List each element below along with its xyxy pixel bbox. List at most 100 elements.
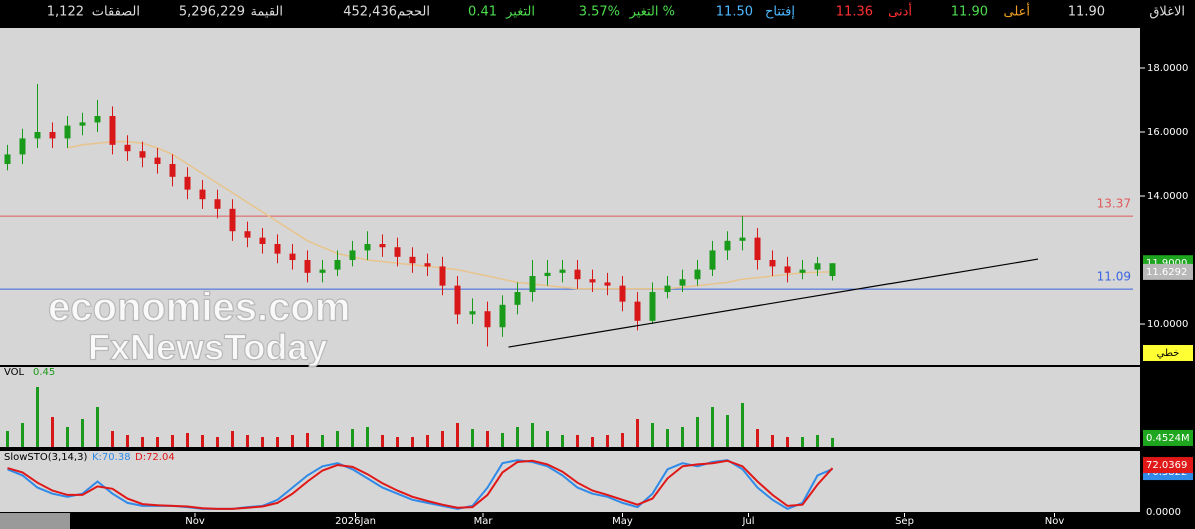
header-label: أدنى: [888, 3, 912, 20]
scale-mode: خطي: [1157, 348, 1180, 359]
header-value: 3.57%: [579, 5, 620, 20]
y-tick-label: 0.0000: [1146, 507, 1181, 518]
header-value: 11.90: [1068, 5, 1105, 20]
candle-body: [679, 279, 686, 286]
candle-body: [394, 247, 401, 257]
candle-body: [259, 237, 266, 245]
volume-bar: [246, 435, 249, 447]
volume-bar: [51, 417, 54, 447]
volume-bar: [816, 435, 819, 447]
scale-mode-box: [1143, 345, 1193, 361]
horizontal-line-label: 11.09: [1097, 270, 1131, 284]
candle-body: [244, 231, 251, 238]
x-tick-label: Jul: [741, 516, 754, 527]
volume-bar: [621, 433, 624, 447]
volume-bar: [186, 433, 189, 447]
candle-body: [484, 311, 491, 328]
volume-bar: [81, 419, 84, 447]
header-label: التغير %: [629, 5, 675, 20]
volume-bar: [711, 407, 714, 447]
candle-body: [559, 269, 566, 273]
candle-body: [619, 285, 626, 302]
candle-body: [229, 208, 236, 232]
candle-body: [319, 269, 326, 273]
stoch-line: [7, 459, 834, 510]
trendline: [508, 258, 1039, 348]
moving-average: [67, 140, 833, 290]
candle-body: [424, 263, 431, 267]
volume-bar: [351, 429, 354, 447]
volume-bar: [636, 419, 639, 447]
x-tick-label: 2026Jan: [335, 516, 376, 527]
x-tick-label: Sep: [895, 516, 914, 527]
panel-title-value: 0.45: [33, 367, 55, 378]
candle-body: [34, 132, 41, 139]
header-value: 452,436: [343, 5, 397, 20]
candle-body: [589, 279, 596, 283]
candle-body: [334, 260, 341, 270]
volume-bar: [576, 435, 579, 447]
volume-bar: [501, 433, 504, 447]
volume-bar: [666, 429, 669, 447]
volume-bar: [516, 427, 519, 447]
volume-panel: [0, 367, 1140, 447]
volume-bar: [531, 423, 534, 447]
volume-bar: [396, 437, 399, 447]
volume-bar: [771, 435, 774, 447]
volume-bar: [696, 417, 699, 447]
candle-body: [304, 260, 311, 273]
candle-body: [574, 269, 581, 280]
legend-entry: D:72.04: [135, 452, 175, 463]
volume-bar: [171, 435, 174, 447]
legend-entry: K:70.38: [92, 452, 131, 463]
volume-bar: [591, 437, 594, 447]
horizontal-line-label: 13.37: [1097, 197, 1131, 211]
candle-body: [454, 285, 461, 315]
candle-body: [124, 144, 131, 152]
volume-bar: [291, 435, 294, 447]
volume-bar: [21, 423, 24, 447]
price-panel: [0, 28, 1140, 365]
volume-bar: [261, 437, 264, 447]
volume-bar: [741, 403, 744, 447]
candle-body: [754, 237, 761, 261]
volume-bar: [801, 437, 804, 447]
header-label: الحجم: [397, 5, 430, 20]
volume-bar: [6, 431, 9, 447]
volume-bar: [126, 435, 129, 447]
candle-body: [274, 244, 281, 254]
header-value: 0.41: [468, 5, 497, 20]
candle-body: [154, 157, 161, 165]
volume-bar: [321, 435, 324, 447]
stoch-last-label: 72.0369: [1146, 460, 1187, 471]
volume-bar: [201, 435, 204, 447]
volume-bar: [306, 433, 309, 447]
volume-bar: [681, 427, 684, 447]
candle-body: [409, 256, 416, 264]
candle-body: [4, 154, 11, 165]
candle-body: [64, 125, 71, 139]
candle-body: [514, 292, 521, 305]
y-tick-label: 0.4524M: [1146, 433, 1190, 444]
header-value: 11.90: [951, 5, 988, 20]
header-value: 11.36: [836, 5, 873, 20]
candle-body: [604, 282, 611, 286]
y-tick-label: 18.0000: [1147, 63, 1188, 74]
x-tick-label: Mar: [474, 516, 494, 527]
watermark: FxNewsToday: [88, 327, 327, 368]
header-label: أعلى: [1003, 3, 1030, 20]
volume-bar: [651, 423, 654, 447]
x-tick-label: Nov: [1045, 516, 1065, 527]
volume-bar: [561, 435, 564, 447]
candle-body: [829, 263, 836, 277]
y-tick-label: 10.0000: [1147, 319, 1188, 330]
volume-bar: [216, 437, 219, 447]
candle-body: [814, 263, 821, 270]
candle-body: [49, 132, 56, 139]
candle-body: [289, 253, 296, 261]
header-value: 1,122: [47, 5, 84, 20]
y-tick-label-box: [1143, 429, 1193, 446]
header-label: الاغلاق: [1149, 5, 1185, 20]
candle-body: [184, 176, 191, 190]
volume-bar: [756, 429, 759, 447]
